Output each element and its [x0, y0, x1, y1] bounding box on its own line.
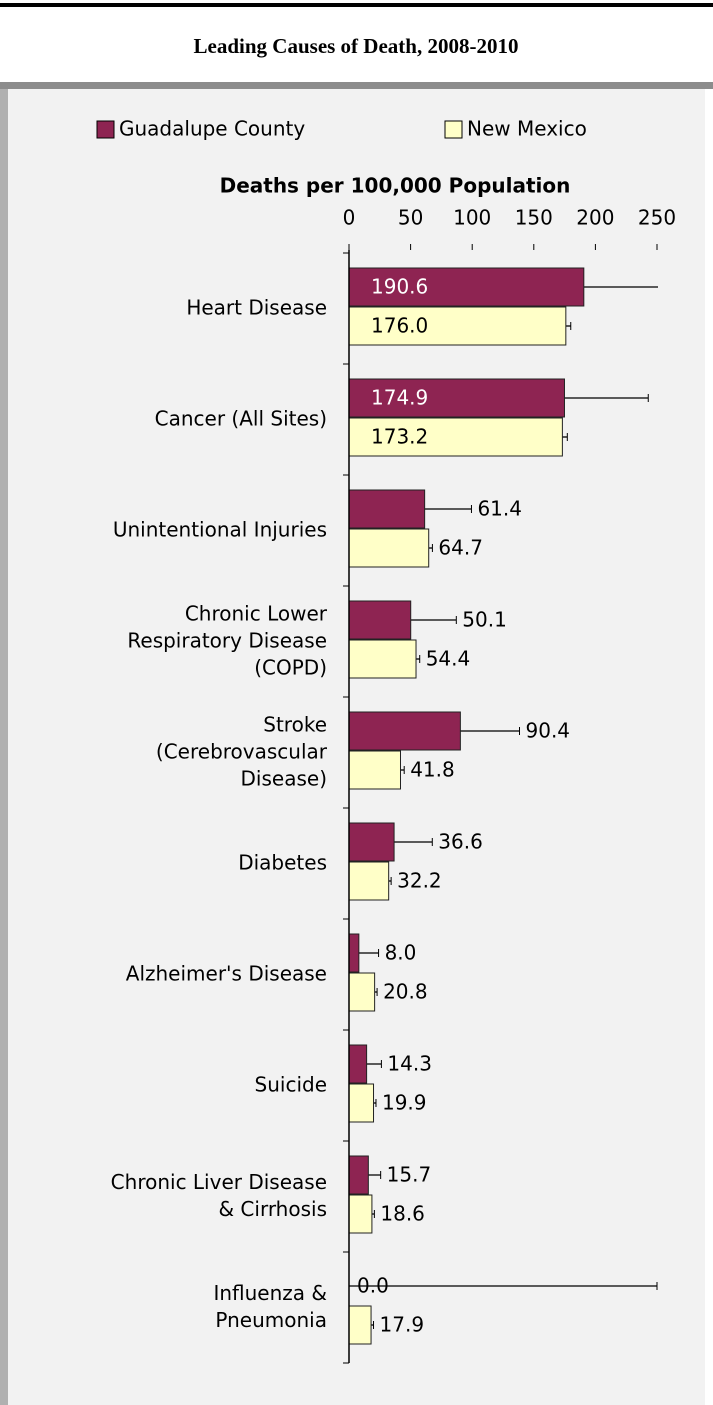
x-axis-title: Deaths per 100,000 Population	[220, 174, 571, 198]
value-label: 19.9	[382, 1091, 427, 1115]
category-label: Alzheimer's Disease	[126, 961, 327, 985]
value-label: 54.4	[426, 647, 471, 671]
legend-label: Guadalupe County	[119, 117, 305, 141]
value-label: 176.0	[371, 314, 428, 338]
error-bar	[349, 1282, 658, 1290]
value-label: 90.4	[526, 719, 571, 743]
value-label: 32.2	[397, 869, 442, 893]
bar	[348, 1044, 368, 1084]
category-label: Influenza & Pneumonia	[213, 1281, 327, 1332]
bar	[348, 711, 461, 751]
value-label: 14.3	[387, 1052, 432, 1076]
bar	[348, 1305, 372, 1345]
bar	[348, 489, 426, 529]
bar	[348, 1194, 373, 1234]
bar	[348, 861, 390, 901]
bar	[348, 267, 585, 307]
x-tick-label: 150	[515, 206, 553, 230]
bar	[348, 639, 417, 679]
category-label: Suicide	[255, 1072, 327, 1096]
category-label: Unintentional Injuries	[113, 517, 327, 541]
value-label: 173.2	[371, 425, 428, 449]
bar	[348, 600, 412, 640]
bar	[348, 750, 401, 790]
value-label: 50.1	[462, 608, 507, 632]
x-tick-label: 200	[576, 206, 614, 230]
value-label: 36.6	[438, 830, 483, 854]
bar	[348, 378, 565, 418]
value-label: 41.8	[410, 758, 455, 782]
value-label: 8.0	[385, 941, 417, 965]
chart-title: Leading Causes of Death, 2008-2010	[194, 34, 519, 58]
bar	[348, 1083, 375, 1123]
value-label: 64.7	[438, 536, 483, 560]
bar	[348, 528, 430, 568]
value-label: 0.0	[357, 1274, 389, 1298]
value-label: 174.9	[371, 386, 428, 410]
value-label: 18.6	[380, 1202, 425, 1226]
legend-swatch	[96, 120, 115, 139]
title-rule	[0, 82, 713, 89]
bar	[348, 972, 376, 1012]
bar	[348, 1155, 369, 1195]
x-tick-label: 50	[398, 206, 423, 230]
bar	[348, 306, 567, 346]
category-label: Heart Disease	[186, 295, 327, 319]
left-border	[0, 89, 8, 1405]
x-tick-label: 100	[453, 206, 491, 230]
bar	[348, 933, 360, 973]
category-label: Chronic Lower Respiratory Disease (COPD)	[127, 601, 327, 679]
value-label: 17.9	[380, 1313, 425, 1337]
value-label: 190.6	[371, 275, 428, 299]
top-rule	[0, 3, 713, 7]
category-label: Stroke (Cerebrovascular Disease)	[156, 712, 328, 790]
value-label: 15.7	[387, 1163, 432, 1187]
x-tick-label: 0	[343, 206, 356, 230]
legend-label: New Mexico	[467, 117, 587, 141]
category-label: Cancer (All Sites)	[155, 406, 327, 430]
bar	[348, 417, 563, 457]
legend-swatch	[444, 120, 463, 139]
category-label: Chronic Liver Disease & Cirrhosis	[111, 1170, 327, 1221]
bar	[348, 822, 395, 862]
value-label: 20.8	[383, 980, 428, 1004]
value-label: 61.4	[477, 497, 522, 521]
category-label: Diabetes	[238, 850, 327, 874]
x-tick-label: 250	[638, 206, 676, 230]
